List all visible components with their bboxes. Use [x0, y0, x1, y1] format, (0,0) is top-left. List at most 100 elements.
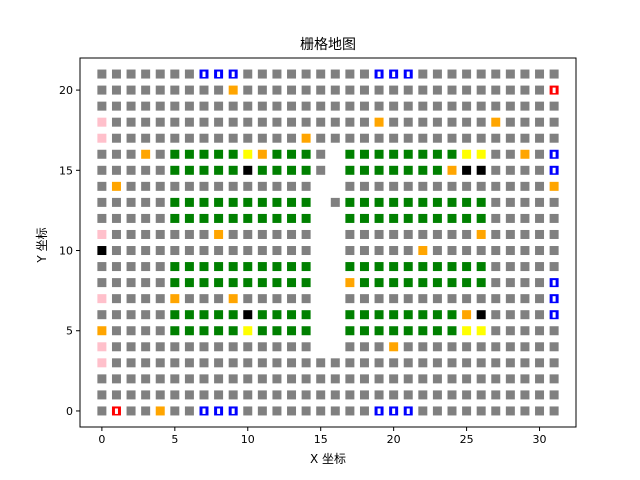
- cell-road: [418, 374, 428, 384]
- cell-road: [476, 181, 486, 191]
- cell-shelf: [170, 262, 180, 272]
- cell-obstacle: [97, 246, 107, 256]
- cell-road: [447, 374, 457, 384]
- cell-shelf: [447, 149, 457, 159]
- cell-parking: [97, 342, 107, 352]
- x-tick-label: 25: [460, 433, 474, 446]
- cell-road: [184, 342, 194, 352]
- cell-road: [330, 117, 340, 127]
- cell-shelf: [257, 310, 267, 320]
- cell-road: [199, 85, 209, 95]
- cell-road: [330, 69, 340, 79]
- cell-road: [447, 342, 457, 352]
- cell-road: [432, 342, 442, 352]
- cell-notch: [552, 312, 556, 318]
- cell-road: [535, 229, 545, 239]
- cell-road: [549, 229, 559, 239]
- cell-road: [476, 406, 486, 416]
- cell-charging: [97, 326, 107, 336]
- cell-road: [126, 278, 136, 288]
- cell-road: [520, 69, 530, 79]
- cell-road: [170, 69, 180, 79]
- cell-shelf: [184, 213, 194, 223]
- cell-shelf: [403, 149, 413, 159]
- cell-road: [155, 181, 165, 191]
- cell-road: [316, 101, 326, 111]
- cell-road: [214, 85, 224, 95]
- cell-road: [272, 374, 282, 384]
- cell-road: [549, 406, 559, 416]
- cell-road: [418, 117, 428, 127]
- cell-road: [432, 358, 442, 368]
- cell-road: [111, 197, 121, 207]
- cell-road: [141, 69, 151, 79]
- y-axis-label: Y 坐标: [35, 227, 49, 263]
- cell-road: [97, 213, 107, 223]
- cell-road: [374, 342, 384, 352]
- cell-shelf: [287, 278, 297, 288]
- cell-road: [243, 358, 253, 368]
- cell-road: [491, 197, 501, 207]
- cell-parking: [97, 358, 107, 368]
- cell-road: [520, 262, 530, 272]
- cell-road: [520, 165, 530, 175]
- cell-road: [126, 310, 136, 320]
- cell-road: [389, 133, 399, 143]
- cell-road: [447, 117, 457, 127]
- cell-road: [535, 101, 545, 111]
- cell-road: [520, 101, 530, 111]
- cell-shelf: [243, 278, 253, 288]
- cell-road: [272, 85, 282, 95]
- cell-shelf: [184, 165, 194, 175]
- cell-road: [228, 246, 238, 256]
- cell-shelf: [228, 262, 238, 272]
- cell-road: [141, 165, 151, 175]
- cell-road: [462, 117, 472, 127]
- cell-road: [97, 374, 107, 384]
- cell-road: [243, 246, 253, 256]
- cell-road: [301, 294, 311, 304]
- cell-road: [520, 246, 530, 256]
- cell-road: [287, 390, 297, 400]
- cell-road: [491, 85, 501, 95]
- cell-road: [505, 342, 515, 352]
- cell-road: [287, 246, 297, 256]
- cell-road: [126, 358, 136, 368]
- cell-road: [228, 117, 238, 127]
- cell-obstacle: [476, 165, 486, 175]
- cell-road: [111, 326, 121, 336]
- cell-road: [97, 69, 107, 79]
- cell-road: [535, 390, 545, 400]
- cell-notch: [552, 296, 556, 302]
- cell-charging: [476, 229, 486, 239]
- cell-road: [170, 181, 180, 191]
- cell-road: [505, 229, 515, 239]
- cell-shelf: [359, 149, 369, 159]
- cell-road: [141, 390, 151, 400]
- cell-shelf: [199, 165, 209, 175]
- cell-shelf: [257, 326, 267, 336]
- cell-road: [505, 278, 515, 288]
- cell-road: [155, 197, 165, 207]
- cell-road: [184, 85, 194, 95]
- cell-road: [549, 262, 559, 272]
- cell-road: [155, 278, 165, 288]
- cell-road: [243, 181, 253, 191]
- cell-road: [491, 165, 501, 175]
- cell-road: [491, 406, 501, 416]
- cell-road: [520, 133, 530, 143]
- cell-charging: [447, 165, 457, 175]
- cell-road: [170, 342, 180, 352]
- cell-road: [462, 181, 472, 191]
- cell-road: [462, 390, 472, 400]
- cell-road: [345, 358, 355, 368]
- cell-road: [126, 294, 136, 304]
- cell-parking: [97, 294, 107, 304]
- cell-road: [389, 374, 399, 384]
- cell-obstacle: [476, 310, 486, 320]
- cell-road: [111, 69, 121, 79]
- cell-road: [345, 246, 355, 256]
- cell-road: [126, 133, 136, 143]
- cell-road: [432, 101, 442, 111]
